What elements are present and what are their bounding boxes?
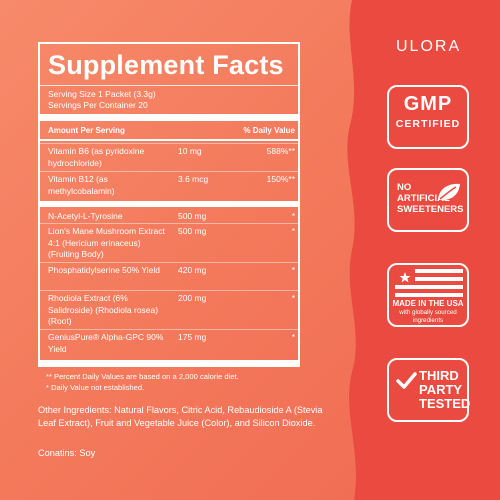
- header-daily-value: % Daily Value: [243, 126, 295, 135]
- serving-size: Serving Size 1 Packet (3.3g): [48, 89, 156, 99]
- facts-row: Vitamin B12 (as methylcobalamin) 3.6 mcg…: [40, 171, 298, 200]
- facts-row: Lion's Mane Mushroom Extract 4:1 (Herici…: [40, 223, 298, 263]
- facts-row: Vitamin B6 (as pyridoxine hydrochloride)…: [40, 143, 298, 172]
- facts-title: Supplement Facts: [48, 50, 284, 80]
- row-amount: 200 mg: [178, 293, 207, 303]
- row-amount: 500 mg: [178, 211, 207, 221]
- gmp-text: GMP: [403, 93, 453, 115]
- divider: [40, 85, 298, 86]
- facts-row: Phosphatidylserine 50% Yield 420 mg *: [40, 262, 298, 291]
- third-party-tested-badge: THIRD PARTY TESTED: [387, 358, 471, 422]
- row-name: GeniusPure® Alpha-GPC 90% Yield: [48, 332, 164, 354]
- row-name: Vitamin B6 (as pyridoxine hydrochloride): [48, 146, 145, 168]
- other-ingredients: Other Ingredients: Natural Flavors, Citr…: [38, 405, 323, 428]
- thick-divider: [40, 114, 298, 121]
- header-divider: [40, 139, 298, 141]
- row-name: Vitamin B12 (as methylcobalamin): [48, 174, 115, 196]
- row-name: Phosphatidylserine 50% Yield: [48, 265, 160, 275]
- third-party-tested-text: THIRD PARTY TESTED: [419, 368, 471, 411]
- row-dv: 588%**: [266, 146, 295, 156]
- row-amount: 3.6 mcg: [178, 174, 209, 184]
- leaf-icon: [438, 183, 460, 201]
- row-amount: 10 mg: [178, 146, 202, 156]
- row-amount: 420 mg: [178, 265, 207, 275]
- facts-row: N-Acetyl-L-Tyrosine 500 mg *: [40, 209, 298, 223]
- supplement-facts-panel: Supplement Facts Serving Size 1 Packet (…: [38, 42, 300, 367]
- footnote-daily-values: ** Percent Daily Values are based on a 2…: [46, 372, 239, 381]
- globally-sourced-text: with globally sourced ingredients: [399, 309, 457, 324]
- footnote-not-established: * Daily Value not established.: [46, 383, 145, 392]
- no-artificial-text: NO ARTIFICIAL SWEETENERS: [397, 182, 464, 215]
- row-amount: 500 mg: [178, 226, 207, 236]
- usa-flag-icon: [395, 269, 463, 297]
- servings-per-container: Servings Per Container 20: [48, 100, 148, 110]
- row-dv: *: [291, 265, 295, 275]
- made-in-usa-badge: MADE IN THE USA with globally sourced in…: [387, 263, 469, 327]
- row-name: N-Acetyl-L-Tyrosine: [48, 211, 123, 221]
- contains-allergen: Conatins: Soy: [38, 448, 96, 458]
- certified-text: CERTIFIED: [395, 118, 461, 130]
- facts-row: Rhodiola Extract (6% Salidroside) (Rhodi…: [40, 290, 298, 330]
- no-artificial-sweeteners-badge: NO ARTIFICIAL SWEETENERS: [387, 168, 469, 232]
- checkmark-icon: [396, 372, 417, 389]
- row-name: Lion's Mane Mushroom Extract 4:1 (Herici…: [48, 226, 165, 259]
- row-dv: 150%**: [266, 174, 295, 184]
- row-dv: *: [291, 293, 295, 303]
- thick-divider: [40, 360, 298, 366]
- brand-logo: ULORA: [396, 38, 462, 55]
- row-name: Rhodiola Extract (6% Salidroside) (Rhodi…: [48, 293, 159, 326]
- row-amount: 175 mg: [178, 332, 207, 342]
- row-dv: *: [291, 211, 295, 221]
- gmp-certified-badge: GMP CERTIFIED: [387, 85, 469, 149]
- thick-divider: [40, 201, 298, 207]
- row-dv: *: [291, 226, 295, 236]
- row-dv: *: [291, 332, 295, 342]
- facts-row: GeniusPure® Alpha-GPC 90% Yield 175 mg *: [40, 329, 298, 358]
- header-amount: Amount Per Serving: [48, 126, 125, 135]
- made-in-usa-text: MADE IN THE USA: [392, 299, 464, 308]
